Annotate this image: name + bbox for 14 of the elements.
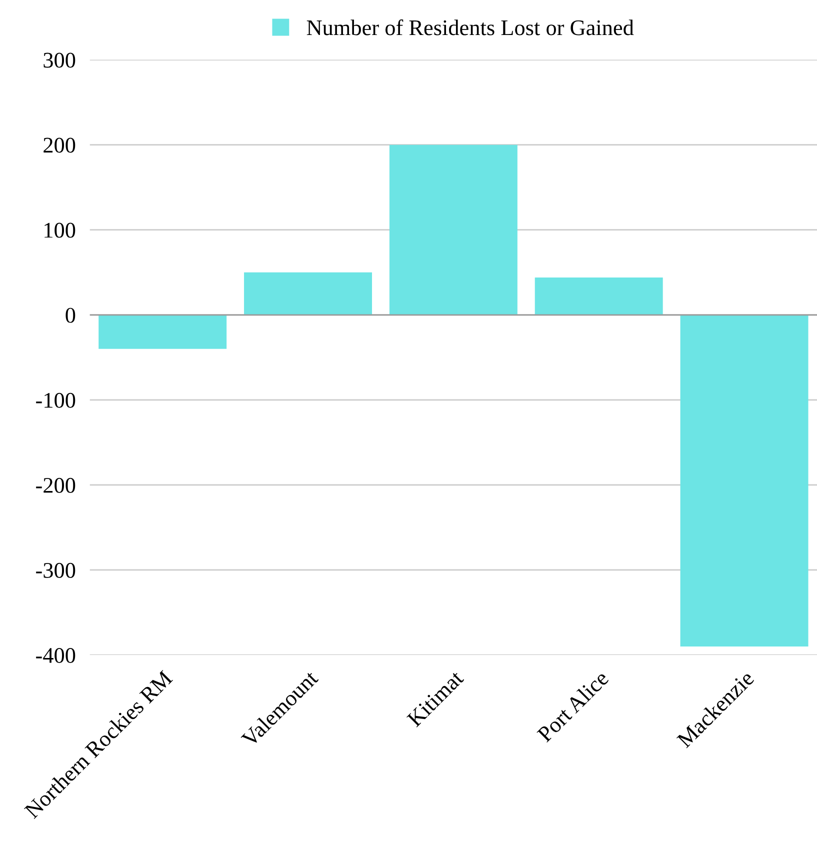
bar (98, 314, 227, 349)
bar (244, 272, 372, 315)
legend-label: Number of Residents Lost or Gained (306, 19, 634, 36)
bar (389, 144, 518, 315)
y-tick-label: -200 (36, 478, 76, 493)
y-tick-label: -100 (36, 392, 76, 408)
y-tick-label: 0 (66, 308, 76, 323)
bar (680, 314, 808, 647)
y-tick-label: -400 (36, 648, 76, 663)
y-tick-label: -300 (36, 562, 76, 578)
y-tick-label: 200 (44, 138, 76, 153)
bar (534, 277, 663, 315)
y-tick-label: 300 (44, 52, 76, 68)
y-tick-label: 100 (44, 222, 76, 238)
